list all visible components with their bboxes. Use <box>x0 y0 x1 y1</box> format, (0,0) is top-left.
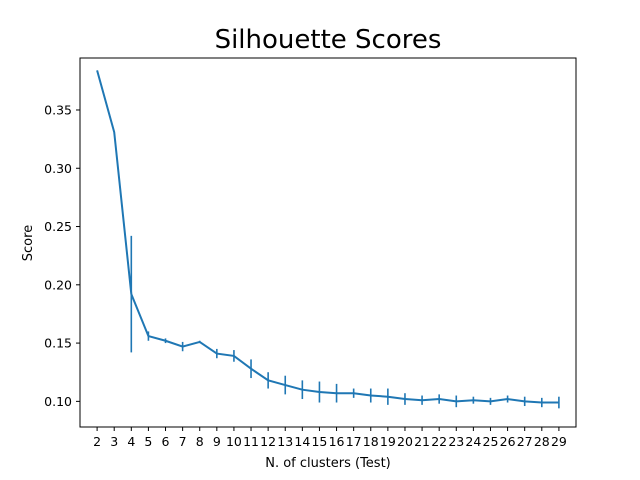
y-axis-label: Score <box>21 225 36 261</box>
x-tick-label: 22 <box>431 434 447 449</box>
y-tick-label: 0.10 <box>44 394 72 409</box>
x-tick-label: 11 <box>243 434 259 449</box>
x-tick-label: 5 <box>144 434 152 449</box>
x-tick-label: 6 <box>162 434 170 449</box>
y-axis: 0.10 0.15 0.20 0.25 0.30 0.35 <box>44 102 80 409</box>
y-tick-label: 0.35 <box>44 102 72 117</box>
x-tick-label: 9 <box>213 434 221 449</box>
x-tick-label: 8 <box>196 434 204 449</box>
x-tick-label: 13 <box>277 434 293 449</box>
x-tick-label: 15 <box>311 434 327 449</box>
x-tick-label: 17 <box>346 434 362 449</box>
y-tick-label: 0.15 <box>44 336 72 351</box>
x-tick-label: 23 <box>448 434 464 449</box>
y-tick-label: 0.25 <box>44 219 72 234</box>
x-tick-label: 14 <box>294 434 310 449</box>
x-tick-label: 26 <box>500 434 516 449</box>
x-tick-label: 2 <box>93 434 101 449</box>
x-axis: 2 3 4 5 6 7 8 9 10 11 12 13 14 15 16 17 18 19 20 21 22 23 24 25… <box>93 427 567 449</box>
x-tick-label: 4 <box>127 434 135 449</box>
error-bars <box>130 235 560 409</box>
x-tick-label: 27 <box>517 434 533 449</box>
x-tick-label: 20 <box>397 434 413 449</box>
x-tick-label: 19 <box>380 434 396 449</box>
x-tick-label: 21 <box>414 434 430 449</box>
x-tick-label: 24 <box>465 434 481 449</box>
x-tick-label: 12 <box>260 434 276 449</box>
y-tick-label: 0.20 <box>44 277 72 292</box>
x-axis-label: N. of clusters (Test) <box>265 456 391 471</box>
y-tick-label: 0.30 <box>44 161 72 176</box>
x-tick-label: 7 <box>179 434 187 449</box>
chart-title: Silhouette Scores <box>215 25 442 55</box>
x-tick-label: 25 <box>483 434 499 449</box>
x-tick-label: 18 <box>363 434 379 449</box>
plot-area-frame <box>79 57 577 428</box>
x-tick-label: 10 <box>226 434 242 449</box>
x-tick-label: 16 <box>329 434 345 449</box>
x-tick-label: 28 <box>534 434 550 449</box>
x-tick-label: 3 <box>110 434 118 449</box>
x-tick-label: 29 <box>551 434 567 449</box>
series-line <box>96 70 559 404</box>
